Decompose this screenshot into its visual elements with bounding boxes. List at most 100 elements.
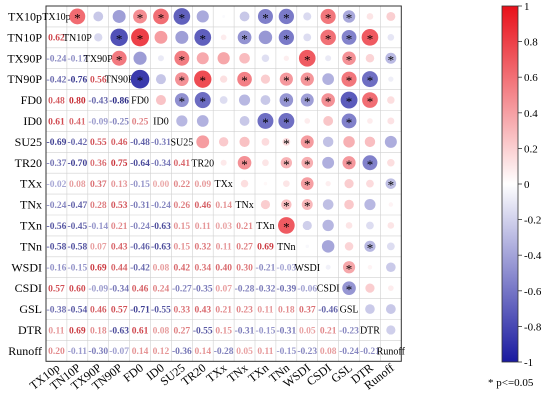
- cell-circle-tn90p-runoff: [388, 76, 394, 82]
- cell-circle-dtr-runoff: [386, 325, 396, 335]
- cell-circle-tnx-wsdi: [301, 199, 313, 211]
- cell-circle-tn10p-su25: [175, 30, 189, 44]
- cell-circle-tnx-gsl: [344, 199, 354, 210]
- cell-value-id0-tx90p: -0.09: [88, 117, 108, 127]
- cell-circle-id0-tnx: [239, 116, 250, 126]
- diag-label-dtr: DTR: [360, 325, 380, 336]
- significance-star: *: [241, 73, 248, 88]
- cell-circle-tx90p-tn90p: [111, 50, 127, 66]
- cell-circle-fd0-txx: [219, 96, 228, 104]
- significance-star: *: [346, 115, 353, 130]
- cell-circle-tn10p-fd0: [131, 28, 150, 47]
- diag-label-tnn: TNn: [277, 242, 295, 253]
- cell-circle-id0-txx: [222, 119, 225, 123]
- cell-circle-tx10p-id0: [153, 8, 169, 25]
- cell-value-su25-tx10p: -0.69: [47, 138, 67, 148]
- cell-value-tr20-tx90p: 0.36: [90, 159, 107, 169]
- cell-circle-tn10p-gsl: [341, 29, 357, 45]
- matrix-cells: 0.62-0.24 -0.17-0.42 -0.76 0.560.48 0.80 -0.4…: [42, 8, 406, 357]
- cell-circle-id0-tr20: [196, 115, 209, 127]
- cell-value-gsl-txx: 0.21: [215, 305, 232, 315]
- cell-circle-wsdi-csdi: [325, 264, 331, 270]
- cell-value-wsdi-tnn: -0.03: [276, 264, 296, 274]
- cell-circle-tnn-wsdi: [305, 244, 309, 249]
- cell-circle-tn10p-tnn: [278, 29, 294, 45]
- cell-value-txx-tr20: 0.09: [194, 180, 211, 190]
- cell-value-gsl-su25: 0.33: [174, 305, 191, 315]
- cell-value-gsl-tn10p: -0.54: [67, 305, 87, 315]
- diag-label-gsl: GSL: [340, 305, 359, 316]
- cell-circle-su25-txn: [261, 137, 270, 146]
- significance-star: *: [325, 10, 332, 25]
- cell-circle-su25-tnn: [282, 137, 291, 146]
- cell-value-tx90p-tn10p: -0.17: [67, 55, 87, 65]
- cell-circle-txx-tnn: [283, 180, 290, 187]
- cell-value-runoff-tx90p: -0.30: [88, 347, 108, 357]
- cell-circle-tx10p-tr20: [196, 10, 209, 23]
- cell-circle-tx90p-txx: [217, 52, 230, 65]
- significance-star: *: [325, 94, 332, 109]
- significance-star: *: [283, 157, 290, 172]
- significance-star: *: [346, 52, 353, 67]
- cell-value-dtr-fd0: 0.61: [132, 326, 149, 336]
- cell-circle-tn90p-tnx: [237, 71, 252, 87]
- cell-circle-tx90p-fd0: [133, 51, 147, 65]
- cell-value-csdi-txn: -0.32: [256, 284, 276, 294]
- cell-circle-tr20-csdi: [322, 156, 335, 169]
- cell-circle-tn90p-tnn: [279, 72, 293, 86]
- significance-star: *: [304, 73, 311, 88]
- cell-value-csdi-su25: -0.27: [172, 284, 192, 294]
- cell-value-csdi-id0: 0.24: [153, 284, 170, 294]
- cell-value-csdi-tx90p: -0.09: [88, 284, 108, 294]
- cell-value-tnn-id0: -0.63: [151, 243, 171, 253]
- diag-label-tn90p: TN90P: [105, 75, 134, 86]
- cell-value-tn10p-tx10p: 0.62: [48, 34, 65, 44]
- cell-circle-tn90p-id0: [155, 74, 166, 85]
- cell-circle-txn-csdi: [322, 219, 334, 232]
- cell-value-id0-tn90p: -0.25: [109, 117, 129, 127]
- significance-star: *: [346, 261, 353, 276]
- cell-circle-tx10p-txx: [222, 15, 226, 18]
- cell-value-txx-fd0: -0.15: [130, 180, 150, 190]
- cell-circle-tr20-dtr: [362, 155, 378, 171]
- cell-circle-tn10p-tx90p: [94, 33, 103, 42]
- cell-value-tr20-tx10p: -0.37: [47, 159, 67, 169]
- diag-label-txn: TXn: [256, 221, 274, 232]
- y-tick-label-tx10p: TX10p: [8, 9, 42, 23]
- significance-star: *: [304, 94, 311, 109]
- cell-value-tnn-fd0: -0.46: [130, 243, 150, 253]
- cell-circle-tn90p-csdi: [322, 73, 334, 85]
- cell-circle-tnn-dtr: [364, 240, 376, 252]
- cell-value-wsdi-tx10p: -0.16: [47, 264, 67, 274]
- cell-circle-tx10p-tn90p: [112, 9, 126, 23]
- cell-circle-wsdi-runoff: [386, 262, 396, 273]
- cell-circle-txn-tnn: [278, 217, 295, 234]
- cell-circle-tn10p-tr20: [194, 28, 212, 46]
- colorbar-tick-label: 0: [524, 179, 530, 191]
- cell-value-tnn-tn90p: 0.43: [111, 243, 128, 253]
- cell-circle-txx-wsdi: [300, 177, 314, 190]
- cell-circle-tn10p-runoff: [387, 34, 395, 41]
- cell-value-runoff-fd0: 0.14: [132, 347, 149, 357]
- significance-star: *: [283, 199, 290, 214]
- significance-star: *: [241, 157, 248, 172]
- cell-value-gsl-csdi: -0.46: [318, 305, 338, 315]
- cell-value-wsdi-tx90p: 0.69: [90, 264, 107, 274]
- significance-star: *: [388, 178, 395, 193]
- cell-value-gsl-tnn: 0.18: [278, 305, 295, 315]
- significance-star: *: [346, 94, 353, 109]
- cell-value-su25-fd0: -0.48: [130, 138, 150, 148]
- diag-label-tx10p: TX10p: [42, 12, 70, 23]
- cell-circle-tn90p-tr20: [194, 70, 212, 88]
- cell-value-dtr-txn: -0.15: [256, 326, 276, 336]
- cell-value-tr20-id0: -0.34: [151, 159, 171, 169]
- cell-value-tnn-txn: 0.69: [257, 243, 274, 253]
- cell-value-gsl-fd0: -0.71: [130, 305, 150, 315]
- cell-circle-tn90p-txx: [220, 75, 228, 83]
- significance-star: *: [283, 136, 290, 151]
- cell-circle-txx-runoff: [385, 178, 397, 189]
- cell-circle-wsdi-dtr: [367, 265, 373, 270]
- diag-label-tn10p: TN10P: [63, 33, 92, 44]
- cell-circle-txx-gsl: [344, 179, 354, 189]
- cell-value-runoff-tr20: 0.14: [194, 347, 211, 357]
